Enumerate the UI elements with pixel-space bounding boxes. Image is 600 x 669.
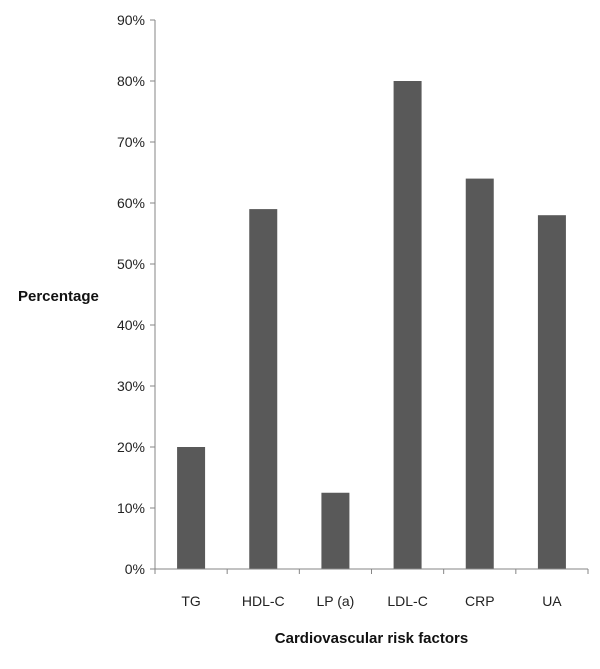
bar-series <box>177 81 566 569</box>
y-tick-label: 0% <box>125 561 145 577</box>
y-tick-label: 90% <box>117 12 145 28</box>
y-axis-ticks: 0% 10% 20% 30% 40% 50% 60% 70% 80% 90% <box>117 12 155 577</box>
y-tick-label: 10% <box>117 500 145 516</box>
y-tick-label: 70% <box>117 134 145 150</box>
x-tick-label: LDL-C <box>387 593 427 609</box>
y-tick-label: 20% <box>117 439 145 455</box>
y-tick-label: 60% <box>117 195 145 211</box>
bar-tg <box>177 447 206 569</box>
y-tick-label: 30% <box>117 378 145 394</box>
x-axis-ticks: TG HDL-C LP (a) LDL-C CRP UA <box>154 569 589 609</box>
x-axis-title: Cardiovascular risk factors <box>275 630 468 647</box>
bar-hdl-c <box>249 209 278 569</box>
x-tick-label: CRP <box>465 593 495 609</box>
bar-ua <box>537 215 566 569</box>
bar-lp-a <box>321 492 350 569</box>
x-tick-label: UA <box>542 593 562 609</box>
x-tick-label: TG <box>181 593 200 609</box>
x-tick-label: HDL-C <box>242 593 285 609</box>
y-tick-label: 40% <box>117 317 145 333</box>
x-tick-label: LP (a) <box>316 593 354 609</box>
bar-ldl-c <box>393 81 422 569</box>
y-tick-label: 50% <box>117 256 145 272</box>
y-tick-label: 80% <box>117 73 145 89</box>
bar-crp <box>465 178 494 569</box>
y-axis-title: Percentage <box>18 288 99 305</box>
